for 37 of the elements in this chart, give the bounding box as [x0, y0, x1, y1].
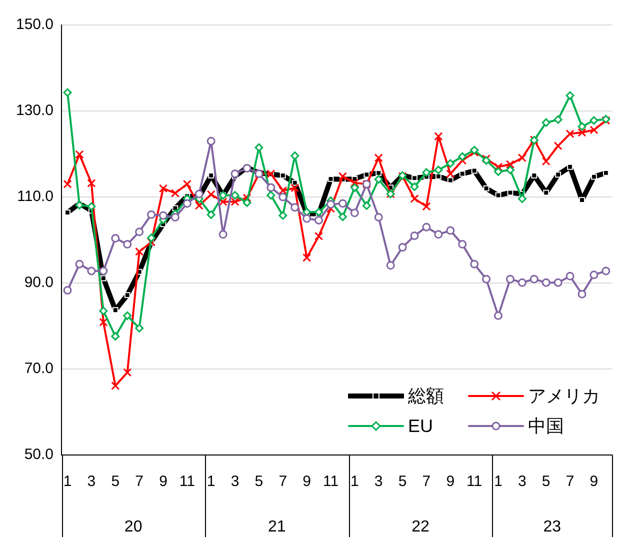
x-tick-label: 1	[63, 473, 72, 490]
x-tick-label: 1	[350, 473, 359, 490]
text: 23	[543, 518, 562, 536]
x-tick-label: 9	[159, 473, 168, 490]
x-tick-label: 7	[278, 473, 288, 490]
text: 21	[268, 518, 286, 536]
legend-label: 中国	[528, 415, 564, 438]
x-tick-label: 7	[566, 473, 574, 490]
x-tick-label: 9	[590, 473, 598, 490]
x-tick-label: 9	[302, 473, 311, 490]
legend-label: EU	[408, 416, 434, 436]
y-tick-label: 90.0	[24, 274, 54, 292]
text: 20	[124, 518, 142, 536]
x-tick-label: 5	[398, 473, 407, 490]
x-tick-label: 5	[111, 473, 120, 490]
x-tick-label: 9	[446, 473, 455, 490]
legend-label: アメリカ	[528, 385, 600, 408]
x-tick-label: 3	[87, 473, 96, 490]
x-tick-label: 11	[179, 473, 195, 490]
x-tick-label: 1	[206, 473, 216, 490]
legend-label: 総額	[408, 385, 444, 408]
x-tick-label: 5	[542, 473, 550, 490]
x-tick-label: 11	[322, 473, 339, 490]
x-tick-label: 5	[254, 473, 264, 490]
y-tick-label: 130.0	[16, 102, 54, 120]
x-tick-label: 11	[466, 473, 482, 490]
y-tick-label: 50.0	[24, 446, 54, 464]
x-tick-label: 3	[374, 473, 383, 490]
x-tick-label: 7	[135, 473, 144, 490]
x-tick-label: 3	[518, 473, 526, 490]
x-tick-label: 3	[230, 473, 240, 490]
x-tick-label: 7	[422, 473, 431, 490]
y-tick-label: 110.0	[17, 188, 54, 206]
y-tick-label: 70.0	[24, 360, 54, 378]
text: 22	[412, 518, 430, 536]
x-tick-label: 1	[494, 473, 502, 490]
y-tick-label: 150.0	[16, 16, 54, 34]
